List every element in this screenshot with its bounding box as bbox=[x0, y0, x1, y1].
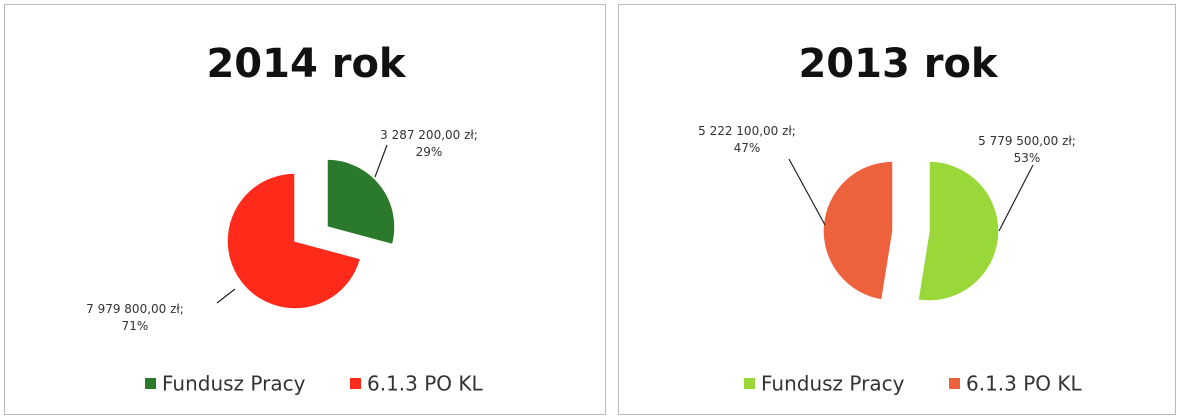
chart-panel: 2014 rok Fundusz Pracy 6.1.3 PO KL 3 287 20… bbox=[4, 4, 606, 415]
chart-title: 2013 rok bbox=[798, 41, 998, 87]
chart-title: 2014 rok bbox=[206, 41, 406, 87]
data-label: 7 979 800,00 zł; 71% bbox=[86, 302, 184, 333]
pie-slice bbox=[822, 160, 894, 301]
data-label: 5 779 500,00 zł; 53% bbox=[978, 134, 1076, 165]
legend-swatch bbox=[744, 378, 755, 389]
data-label: 3 287 200,00 zł; 29% bbox=[380, 128, 478, 159]
legend-label: 6.1.3 PO KL bbox=[367, 372, 484, 396]
data-label: 5 222 100,00 zł; 47% bbox=[698, 124, 796, 155]
pie-slice bbox=[226, 172, 362, 310]
legend-label: Fundusz Pracy bbox=[162, 372, 306, 396]
leader-line bbox=[374, 144, 388, 178]
legend-label: Fundusz Pracy bbox=[761, 372, 905, 396]
chart-panel: 2013 rok Fundusz Pracy 6.1.3 PO KL 5 779 50… bbox=[618, 4, 1176, 415]
pie-slice bbox=[326, 158, 396, 246]
legend-swatch bbox=[350, 378, 361, 389]
leader-line bbox=[788, 158, 826, 226]
chart: 2013 rok Fundusz Pracy 6.1.3 PO KL bbox=[744, 41, 1083, 396]
pie-slice bbox=[917, 160, 1000, 302]
legend-swatch bbox=[949, 378, 960, 389]
leader-line bbox=[216, 288, 236, 304]
leader-line bbox=[998, 164, 1034, 232]
legend-swatch bbox=[145, 378, 156, 389]
legend-label: 6.1.3 PO KL bbox=[966, 372, 1083, 396]
chart: 2014 rok Fundusz Pracy 6.1.3 PO KL bbox=[145, 41, 484, 396]
